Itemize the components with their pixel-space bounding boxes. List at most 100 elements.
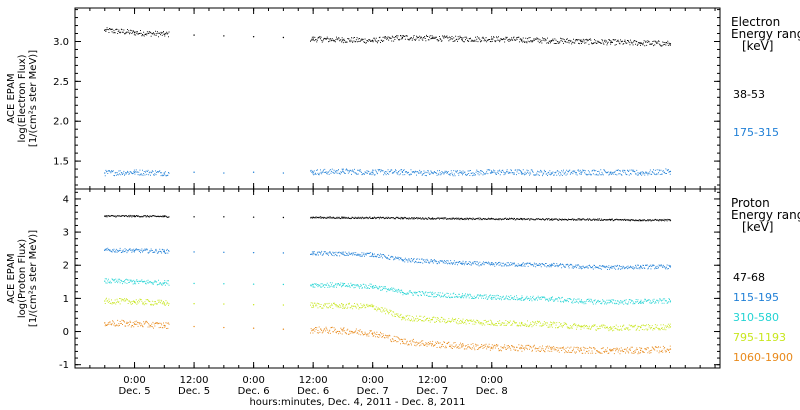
y-tick-label: -1: [59, 360, 69, 371]
series-dots: [104, 319, 671, 355]
y-tick-label: 4: [63, 194, 69, 205]
legend-title: [keV]: [742, 220, 773, 234]
data-point: [312, 304, 314, 307]
legend-entry: 175-315: [733, 126, 779, 139]
data-point: [193, 216, 195, 218]
data-point: [104, 172, 106, 174]
data-point: [669, 170, 672, 173]
data-point: [223, 283, 225, 285]
y-tick-label: 2: [63, 261, 69, 272]
data-point: [282, 172, 285, 174]
data-point: [550, 348, 553, 350]
series-47-68: [104, 214, 672, 222]
data-point: [193, 325, 195, 328]
data-point: [371, 253, 374, 256]
y-axis-title: ACE EPAM: [6, 253, 17, 303]
data-point: [104, 249, 106, 252]
series-dots: [104, 214, 671, 222]
data-point: [282, 216, 285, 219]
x-tick-label-time: 12:00: [418, 375, 447, 386]
series-310-580: [104, 278, 672, 305]
x-tick-label-time: 0:00: [361, 375, 383, 386]
x-tick-label-time: 0:00: [242, 375, 264, 386]
x-tick-label-time: 12:00: [299, 375, 328, 386]
data-point: [580, 326, 582, 328]
data-point: [223, 251, 225, 254]
data-point: [252, 36, 255, 38]
data-point: [401, 340, 404, 343]
x-tick-label-day: Dec. 8: [476, 386, 508, 397]
data-point: [550, 298, 553, 300]
y-tick-label: 3: [63, 228, 69, 239]
x-tick-label-day: Dec. 6: [238, 386, 270, 397]
data-point: [491, 38, 493, 40]
series-115-195: [104, 247, 672, 270]
data-point: [491, 263, 493, 265]
y-tick-label: 1: [63, 294, 69, 305]
data-point: [550, 323, 553, 326]
legend-entry: 38-53: [733, 88, 765, 101]
series-795-1193: [104, 297, 672, 332]
legend-entry: 47-68: [733, 271, 765, 284]
data-point: [371, 171, 374, 173]
data-point: [580, 171, 582, 173]
chart-marks: [104, 27, 672, 355]
series-dots: [104, 278, 671, 305]
y-tick-label: 0: [63, 327, 69, 338]
x-tick-label-day: Dec. 5: [178, 386, 210, 397]
x-tick-label-day: Dec. 6: [297, 386, 329, 397]
legend-entry: 115-195: [733, 291, 779, 304]
data-point: [223, 303, 225, 305]
data-point: [223, 216, 225, 218]
data-point: [312, 252, 314, 255]
y-tick-label: 3.0: [53, 37, 69, 48]
data-point: [252, 171, 255, 173]
data-point: [282, 36, 285, 39]
data-point: [342, 330, 344, 332]
data-point: [193, 34, 195, 36]
data-point: [282, 328, 285, 330]
data-point: [580, 40, 582, 43]
data-point: [312, 171, 314, 173]
data-point: [669, 348, 672, 350]
x-tick-label-time: 0:00: [481, 375, 503, 386]
data-point: [669, 300, 672, 302]
series-38-53: [104, 27, 672, 47]
legend-entry: 310-580: [733, 311, 779, 324]
data-point: [252, 216, 255, 218]
y-axis-title: log(Proton Flux): [17, 239, 28, 318]
data-point: [342, 305, 344, 307]
chart-frames: [74, 7, 721, 369]
data-point: [104, 322, 106, 324]
data-point: [193, 282, 195, 285]
data-point: [461, 295, 463, 297]
x-tick-label-day: Dec. 7: [357, 386, 389, 397]
data-point: [461, 345, 463, 347]
legend-title: Energy range: [731, 27, 800, 41]
data-point: [342, 170, 344, 173]
data-point: [639, 349, 642, 352]
data-point: [252, 303, 255, 306]
data-point: [223, 326, 225, 329]
y-tick-label: 1.5: [53, 157, 69, 168]
data-point: [401, 36, 404, 39]
series-dots: [104, 247, 671, 270]
data-point: [312, 38, 314, 40]
y-axis-title: [1/(cm²s ster MeV)]: [28, 230, 39, 327]
data-point: [223, 35, 225, 37]
data-point: [669, 43, 672, 45]
series-dots: [104, 27, 671, 47]
data-point: [163, 302, 166, 304]
series-1060-1900: [104, 319, 672, 355]
data-point: [669, 266, 672, 268]
x-tick-label-day: Dec. 7: [416, 386, 448, 397]
data-point: [252, 251, 255, 254]
data-point: [193, 251, 195, 253]
y-axis-title: [1/(cm²s ster MeV)]: [28, 50, 39, 147]
data-point: [520, 322, 523, 325]
data-point: [193, 302, 195, 305]
data-point: [669, 326, 672, 328]
